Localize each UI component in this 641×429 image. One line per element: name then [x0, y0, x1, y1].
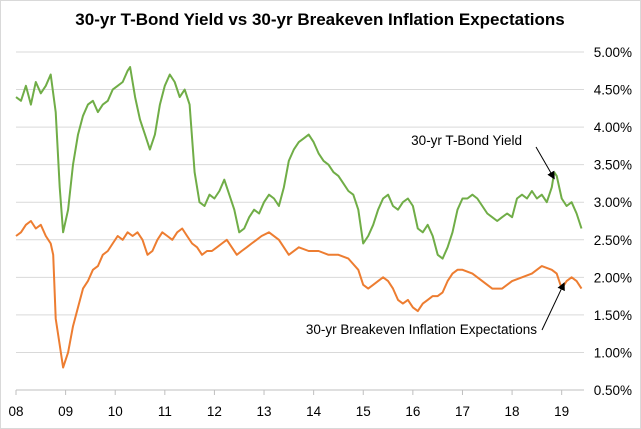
annotations: 30-yr T-Bond Yield 30-yr Breakeven Inflat… [306, 133, 565, 337]
x-tick-label: 10 [108, 404, 123, 419]
tbond-yield-line [15, 66, 583, 260]
annotation-arrow [535, 146, 555, 180]
x-tick-label: 11 [158, 404, 172, 419]
y-tick-label: 4.00% [594, 120, 632, 135]
x-axis-ticks: 08 09 10 11 12 13 14 15 16 17 18 19 [8, 390, 569, 419]
annotation-arrow [541, 282, 565, 331]
y-tick-label: 3.00% [594, 195, 632, 210]
x-tick-label: 13 [257, 404, 272, 419]
breakeven-annotation: 30-yr Breakeven Inflation Expectations [306, 322, 537, 337]
x-tick-label: 16 [405, 404, 420, 419]
series-lines [15, 66, 583, 369]
x-tick-label: 17 [455, 404, 470, 419]
x-tick-label: 19 [554, 404, 569, 419]
breakeven-inflation-line [15, 220, 583, 369]
chart-title: 30-yr T-Bond Yield vs 30-yr Breakeven In… [75, 10, 564, 29]
tbond-yield-annotation: 30-yr T-Bond Yield [411, 133, 522, 148]
y-tick-label: 1.00% [594, 345, 632, 360]
x-tick-label: 09 [58, 404, 73, 419]
x-tick-label: 15 [356, 404, 371, 419]
x-tick-label: 12 [207, 404, 222, 419]
y-tick-label: 3.50% [594, 158, 632, 173]
y-tick-label: 2.50% [594, 233, 632, 248]
y-axis-ticks: 0.50% 1.00% 1.50% 2.00% 2.50% 3.00% 3.50% 4.00%… [594, 45, 632, 398]
x-tick-label: 14 [306, 404, 322, 419]
y-tick-label: 5.00% [594, 45, 632, 60]
y-tick-label: 1.50% [594, 308, 632, 323]
x-tick-label: 18 [505, 404, 520, 419]
y-tick-label: 4.50% [594, 83, 632, 98]
y-tick-label: 0.50% [594, 383, 632, 398]
x-tick-label: 08 [8, 404, 23, 419]
grid-lines [16, 51, 584, 391]
y-tick-label: 2.00% [594, 270, 632, 285]
